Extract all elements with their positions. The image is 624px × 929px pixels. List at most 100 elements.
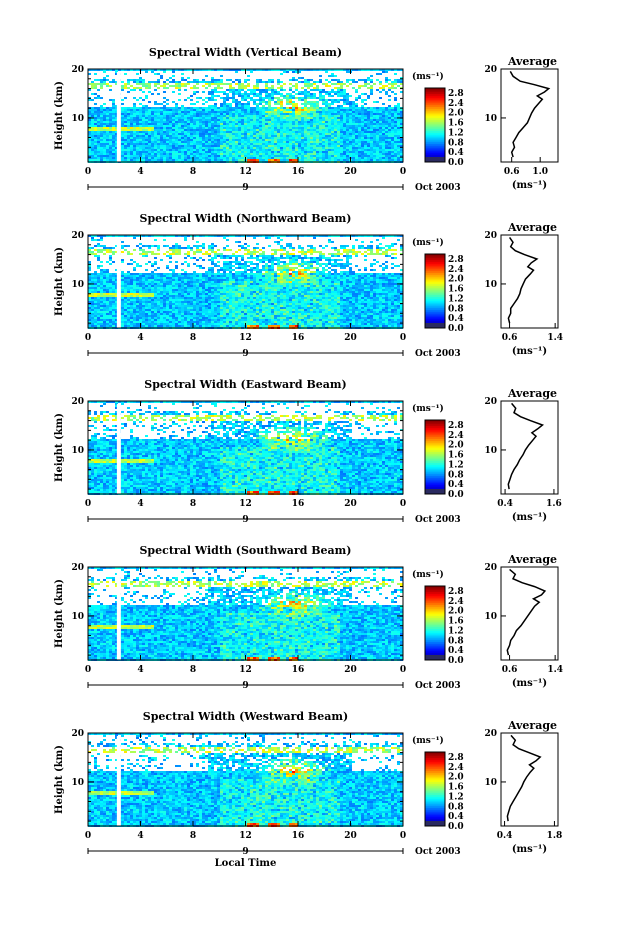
heatmap-cell (346, 129, 349, 131)
heatmap-cell (325, 109, 328, 111)
heatmap-cell (250, 267, 253, 269)
heatmap-cell (376, 127, 379, 129)
heatmap-cell (139, 81, 142, 83)
heatmap-cell (208, 127, 211, 129)
heatmap-cell (139, 79, 142, 81)
heatmap-cell (193, 119, 196, 121)
heatmap-cell (358, 155, 361, 157)
heatmap-cell (289, 87, 292, 89)
heatmap-cell (346, 245, 349, 247)
heatmap-cell (268, 271, 271, 273)
heatmap-cell (211, 89, 214, 91)
heatmap-cell (205, 141, 208, 143)
heatmap-cell (289, 245, 292, 247)
heatmap-cell (397, 155, 400, 157)
heatmap-cell (94, 149, 97, 151)
heatmap-cell (313, 137, 316, 139)
heatmap-cell (304, 119, 307, 121)
heatmap-cell (388, 109, 391, 111)
heatmap-cell (313, 95, 316, 97)
heatmap-cell (223, 267, 226, 269)
heatmap-cell (280, 103, 283, 105)
heatmap-cell (178, 273, 181, 275)
heatmap-cell (202, 247, 205, 249)
heatmap-cell (313, 125, 316, 127)
heatmap-cell (283, 271, 286, 273)
heatmap-cell (265, 155, 268, 157)
heatmap-cell (262, 115, 265, 117)
heatmap-cell (199, 107, 202, 109)
heatmap-cell (106, 85, 109, 87)
heatmap-cell (103, 113, 106, 115)
heatmap-cell (388, 95, 391, 97)
heatmap-cell (130, 115, 133, 117)
heatmap-cell (223, 137, 226, 139)
heatmap-cell (178, 93, 181, 95)
heatmap-cell (127, 135, 130, 137)
heatmap-cell (175, 151, 178, 153)
heatmap-cell (361, 117, 364, 119)
heatmap-cell (325, 117, 328, 119)
heatmap-cell (256, 147, 259, 149)
heatmap-cell (190, 113, 193, 115)
heatmap-cell (121, 157, 124, 159)
heatmap-cell (274, 259, 277, 261)
heatmap-cell (217, 107, 220, 109)
heatmap-cell (100, 265, 103, 267)
heatmap-cell (307, 91, 310, 93)
heatmap-cell (301, 115, 304, 117)
heatmap-cell (376, 101, 379, 103)
heatmap-cell (310, 151, 313, 153)
heatmap-cell (178, 159, 181, 161)
heatmap-cell (202, 125, 205, 127)
heatmap-cell (307, 101, 310, 103)
heatmap-cell (145, 151, 148, 153)
heatmap-cell (295, 117, 298, 119)
heatmap-cell (310, 267, 313, 269)
heatmap-cell (331, 253, 334, 255)
heatmap-cell (142, 253, 145, 255)
heatmap-cell (91, 123, 94, 125)
heatmap-cell (331, 131, 334, 133)
heatmap-cell (319, 91, 322, 93)
heatmap-cell (304, 117, 307, 119)
heatmap-cell (364, 99, 367, 101)
heatmap-cell (325, 157, 328, 159)
heatmap-cell (256, 115, 259, 117)
heatmap-cell (109, 247, 112, 249)
heatmap-cell (103, 155, 106, 157)
heatmap-cell (211, 111, 214, 113)
heatmap-cell (256, 257, 259, 259)
heatmap-cell (286, 159, 289, 161)
heatmap-cell (289, 257, 292, 259)
heatmap-cell (232, 123, 235, 125)
heatmap-cell (169, 269, 172, 271)
heatmap-cell (130, 117, 133, 119)
heatmap-cell (166, 139, 169, 141)
heatmap-cell (106, 129, 109, 131)
heatmap-cell (244, 127, 247, 129)
heatmap-cell (292, 105, 295, 107)
heatmap-cell (394, 151, 397, 153)
heatmap-cell (292, 259, 295, 261)
heatmap-cell (232, 91, 235, 93)
heatmap-cell (109, 111, 112, 113)
heatmap-cell (142, 85, 145, 87)
heatmap-cell (265, 113, 268, 115)
heatmap-cell (313, 139, 316, 141)
heatmap-cell (151, 81, 154, 83)
heatmap-cell (199, 121, 202, 123)
heatmap-cell (367, 273, 370, 275)
heatmap-cell (292, 121, 295, 123)
heatmap-cell (184, 129, 187, 131)
heatmap-cell (91, 151, 94, 153)
heatmap-cell (160, 133, 163, 135)
heatmap-cell (91, 159, 94, 161)
heatmap-cell (280, 253, 283, 255)
heatmap-cell (247, 141, 250, 143)
heatmap-cell (271, 149, 274, 151)
heatmap-cell (196, 153, 199, 155)
heatmap-cell (304, 133, 307, 135)
heatmap-cell (202, 139, 205, 141)
heatmap-cell (295, 261, 298, 263)
